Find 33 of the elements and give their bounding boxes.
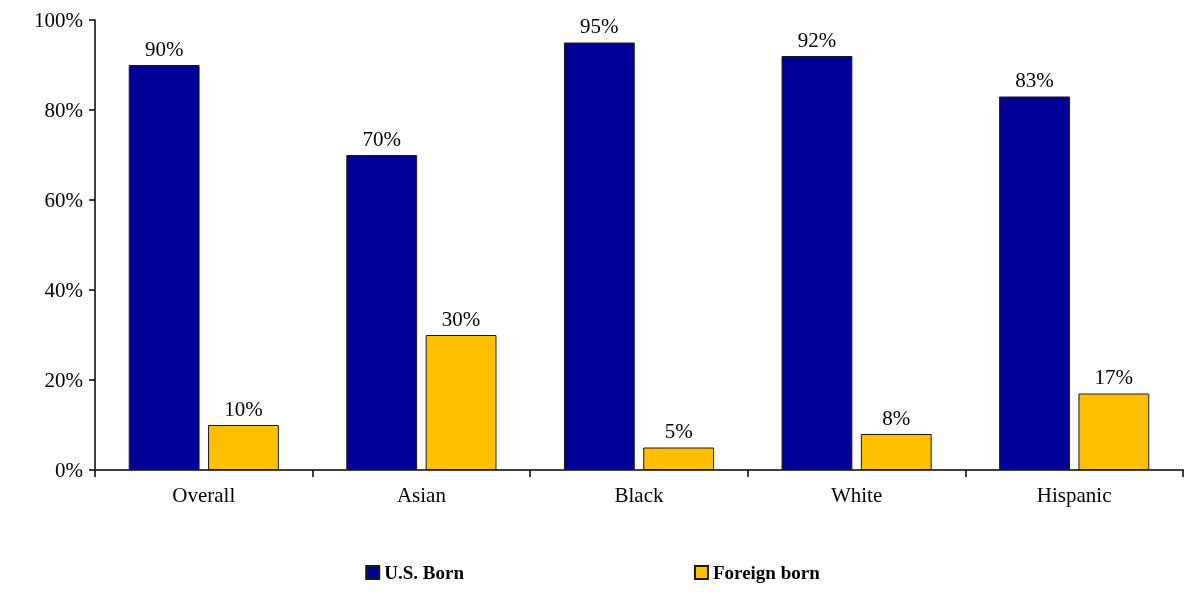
y-tick-label: 20% (44, 368, 83, 392)
x-tick-label: Black (614, 482, 664, 507)
data-label: 30% (441, 306, 481, 331)
y-tick-label: 100% (34, 8, 83, 32)
bar (781, 56, 853, 470)
data-label: 90% (144, 36, 184, 61)
data-label: 83% (1015, 68, 1054, 92)
bar (346, 155, 418, 470)
x-tick-label: Overall (172, 482, 236, 507)
x-tick-label: Hispanic (1036, 482, 1112, 507)
data-label: 10% (224, 396, 263, 421)
bar (128, 65, 200, 470)
x-tick-label: White (830, 482, 883, 507)
bar (1078, 393, 1150, 470)
bar (208, 425, 279, 470)
bar (999, 96, 1070, 470)
legend-label: Foreign born (712, 562, 821, 583)
bar (425, 335, 497, 470)
y-tick-label: 80% (44, 98, 83, 122)
data-label: 5% (664, 419, 693, 443)
data-label: 17% (1094, 365, 1134, 389)
legend-label: U.S. Born (384, 562, 465, 583)
bar (860, 434, 932, 470)
bar (563, 42, 635, 470)
data-label: 8% (882, 405, 911, 430)
bar (643, 447, 715, 470)
y-tick-label: 40% (44, 278, 83, 302)
data-label: 95% (580, 14, 619, 38)
y-tick-label: 60% (44, 188, 83, 212)
x-tick-label: Asian (396, 482, 447, 507)
data-label: 70% (362, 126, 401, 151)
y-tick-label: 0% (55, 458, 83, 482)
data-label: 92% (797, 27, 837, 52)
